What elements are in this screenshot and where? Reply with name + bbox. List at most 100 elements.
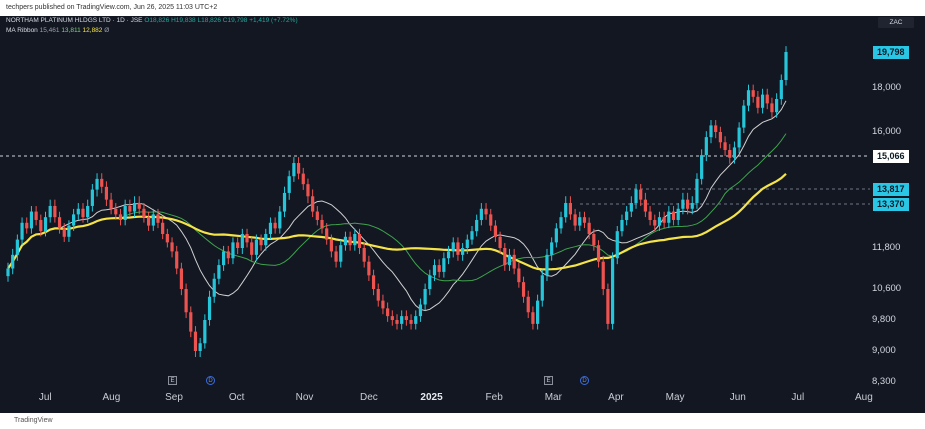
earnings-event-icon[interactable]: E (544, 376, 553, 385)
candle (493, 225, 498, 237)
candle (268, 222, 273, 234)
candle (118, 214, 123, 220)
candle (43, 217, 48, 232)
candle (212, 278, 216, 297)
candle (329, 239, 333, 252)
candle (325, 228, 329, 240)
candle (596, 245, 601, 262)
x-tick-label: Sep (165, 392, 183, 403)
candle (353, 233, 357, 246)
y-tick-label: 11,800 (872, 242, 901, 253)
symbol-title: NORTHAM PLATINUM HLDGS LTD · 1D · JSE (6, 17, 143, 24)
earnings-event-icon[interactable]: E (168, 376, 177, 385)
candle (479, 208, 483, 220)
ma-ribbon-label[interactable]: MA Ribbon (6, 27, 38, 34)
candle (568, 202, 573, 215)
candle (95, 178, 99, 190)
candle (554, 228, 558, 243)
candle (526, 296, 530, 313)
candle (620, 219, 624, 232)
candle (315, 211, 319, 220)
candle (456, 242, 460, 255)
candle (414, 316, 418, 324)
candle (245, 233, 249, 243)
candle (100, 178, 104, 187)
candle (714, 125, 718, 132)
candle (175, 251, 179, 269)
candle (648, 211, 652, 220)
candle (423, 289, 427, 305)
candle (545, 254, 549, 276)
candle (240, 233, 244, 248)
x-tick-label: May (665, 392, 685, 403)
candle (25, 222, 29, 229)
ma-mid-value: 13,811 (61, 27, 81, 34)
open-value: O18,826 (144, 17, 170, 24)
candle (81, 208, 85, 218)
candle (11, 254, 15, 269)
candle (151, 214, 155, 226)
candle (170, 242, 174, 252)
candle (53, 205, 57, 218)
candle (690, 202, 694, 209)
candle (582, 217, 587, 223)
candle (723, 142, 727, 150)
candle (400, 316, 404, 324)
currency-badge[interactable]: ZAC (878, 17, 914, 28)
candle (386, 308, 390, 317)
candle (334, 251, 338, 262)
candle (550, 242, 554, 255)
candle (610, 258, 615, 324)
candle (475, 219, 479, 232)
candle (90, 189, 94, 206)
x-tick-label: 2025 (420, 392, 443, 403)
x-tick-label: Oct (228, 392, 245, 403)
y-tick-label: 9,000 (872, 345, 896, 356)
candle (221, 251, 226, 266)
footer: TradingView (0, 413, 925, 429)
candle (320, 219, 324, 229)
dividend-event-icon[interactable]: D (206, 376, 215, 385)
candle (704, 137, 708, 156)
candle (179, 268, 184, 289)
candle (132, 202, 137, 212)
x-tick-label: Mar (544, 392, 562, 403)
candle (348, 236, 352, 246)
candle (676, 208, 680, 220)
candle (728, 149, 732, 158)
candle (737, 127, 741, 148)
candle (198, 343, 202, 351)
ma-hidden-icon[interactable]: Ø (104, 27, 110, 34)
candle (301, 173, 305, 185)
candle (760, 94, 765, 108)
dividend-event-icon[interactable]: D (580, 376, 589, 385)
candle (39, 219, 43, 232)
candle (746, 90, 751, 106)
candle (667, 211, 671, 223)
candle (282, 192, 287, 212)
candle (629, 202, 633, 212)
candle (587, 222, 591, 234)
candle (339, 245, 343, 262)
candle (273, 222, 277, 229)
candle (592, 233, 596, 246)
candle (751, 90, 755, 97)
candle (343, 236, 348, 246)
candle (695, 178, 699, 203)
candle (128, 205, 132, 212)
candle (278, 211, 282, 229)
candle (709, 125, 713, 138)
candle (498, 236, 502, 248)
x-tick-label: Aug (855, 392, 873, 403)
y-tick-label: 9,800 (872, 314, 896, 325)
candle (573, 214, 577, 226)
candle (29, 211, 34, 229)
candle (578, 217, 582, 226)
candle (770, 103, 774, 113)
candle (732, 147, 737, 158)
candle (123, 205, 127, 220)
tradingview-logo-text[interactable]: TradingView (14, 417, 53, 424)
candle (57, 217, 62, 229)
candle (357, 233, 362, 248)
